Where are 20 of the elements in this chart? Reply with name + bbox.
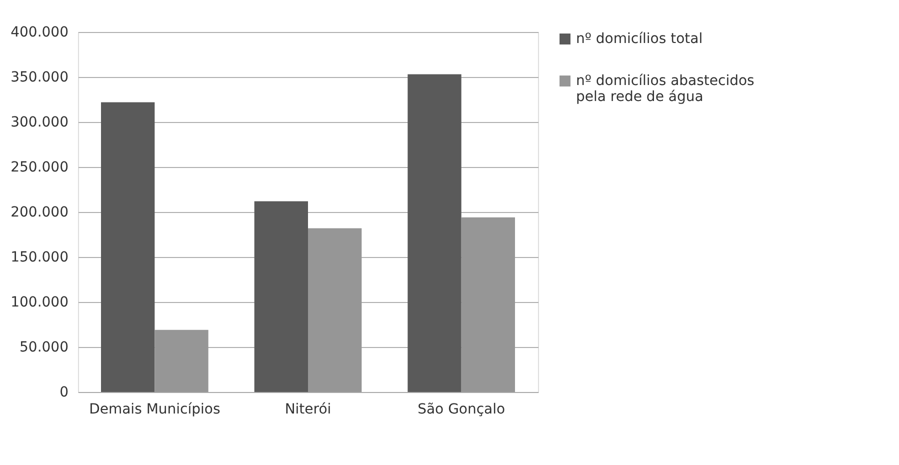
bar: [461, 217, 515, 392]
x-tick-label: Demais Municípios: [89, 402, 220, 418]
legend-label: nº domicílios abastecidos pela rede de água: [576, 73, 754, 105]
y-tick-label: 100.000: [10, 294, 68, 310]
bar: [408, 74, 462, 392]
y-tick-label: 350.000: [10, 70, 68, 86]
y-tick-label: 0: [60, 384, 68, 400]
x-tick-label: São Gonçalo: [418, 402, 506, 418]
bar: [254, 201, 308, 392]
bar: [101, 102, 155, 392]
legend-label: nº domicílios total: [576, 31, 703, 47]
y-tick-label: 300.000: [10, 114, 68, 130]
y-tick-label: 400.000: [10, 24, 68, 40]
bar: [308, 228, 362, 392]
y-tick-label: 200.000: [10, 204, 68, 220]
bar: [154, 330, 208, 392]
y-tick-label: 150.000: [10, 250, 68, 266]
y-tick-label: 250.000: [10, 160, 68, 176]
y-tick-label: 50.000: [20, 340, 68, 356]
x-tick-label: Niterói: [284, 402, 332, 418]
